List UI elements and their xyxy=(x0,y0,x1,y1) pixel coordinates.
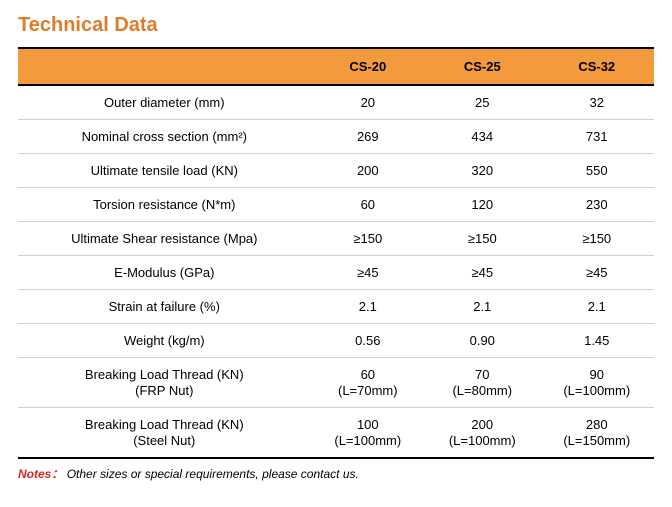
row-value: 0.56 xyxy=(311,324,425,358)
notes-label: Notes： xyxy=(18,467,63,481)
row-value: 2.1 xyxy=(311,290,425,324)
row-value: ≥45 xyxy=(311,256,425,290)
row-value: 320 xyxy=(425,154,539,188)
table-row: E-Modulus (GPa)≥45≥45≥45 xyxy=(18,256,654,290)
row-value: 550 xyxy=(540,154,655,188)
row-value: 434 xyxy=(425,120,539,154)
row-label: Breaking Load Thread (KN)(Steel Nut) xyxy=(18,408,311,459)
row-value: 1.45 xyxy=(540,324,655,358)
row-value: 0.90 xyxy=(425,324,539,358)
row-label: Breaking Load Thread (KN)(FRP Nut) xyxy=(18,358,311,408)
row-value: 70(L=80mm) xyxy=(425,358,539,408)
col-header-blank xyxy=(18,48,311,85)
table-row: Ultimate Shear resistance (Mpa)≥150≥150≥… xyxy=(18,222,654,256)
row-value: 60 xyxy=(311,188,425,222)
row-value: 100(L=100mm) xyxy=(311,408,425,459)
page-title: Technical Data xyxy=(18,14,654,37)
row-value: ≥45 xyxy=(425,256,539,290)
row-value: ≥45 xyxy=(540,256,655,290)
row-label: Weight (kg/m) xyxy=(18,324,311,358)
row-value: ≥150 xyxy=(540,222,655,256)
row-value: 90(L=100mm) xyxy=(540,358,655,408)
table-row: Ultimate tensile load (KN)200320550 xyxy=(18,154,654,188)
notes-line: Notes： Other sizes or special requiremen… xyxy=(18,465,654,482)
row-value: 230 xyxy=(540,188,655,222)
col-header-2: CS-25 xyxy=(425,48,539,85)
col-header-3: CS-32 xyxy=(540,48,655,85)
table-row: Breaking Load Thread (KN)(Steel Nut)100(… xyxy=(18,408,654,459)
row-label: Strain at failure (%) xyxy=(18,290,311,324)
row-value: 25 xyxy=(425,85,539,120)
notes-text: Other sizes or special requirements, ple… xyxy=(67,467,359,481)
row-value: 20 xyxy=(311,85,425,120)
row-value: 200 xyxy=(311,154,425,188)
technical-data-table: CS-20 CS-25 CS-32 Outer diameter (mm)202… xyxy=(18,47,654,459)
row-value: 269 xyxy=(311,120,425,154)
table-row: Nominal cross section (mm²)269434731 xyxy=(18,120,654,154)
table-row: Breaking Load Thread (KN)(FRP Nut)60(L=7… xyxy=(18,358,654,408)
row-label: E-Modulus (GPa) xyxy=(18,256,311,290)
row-label: Outer diameter (mm) xyxy=(18,85,311,120)
row-value: ≥150 xyxy=(311,222,425,256)
row-value: 2.1 xyxy=(425,290,539,324)
table-row: Strain at failure (%)2.12.12.1 xyxy=(18,290,654,324)
row-value: 32 xyxy=(540,85,655,120)
row-value: 200(L=100mm) xyxy=(425,408,539,459)
row-value: 731 xyxy=(540,120,655,154)
row-value: 60(L=70mm) xyxy=(311,358,425,408)
table-row: Outer diameter (mm)202532 xyxy=(18,85,654,120)
row-label: Torsion resistance (N*m) xyxy=(18,188,311,222)
row-label: Ultimate tensile load (KN) xyxy=(18,154,311,188)
row-value: 280(L=150mm) xyxy=(540,408,655,459)
row-value: ≥150 xyxy=(425,222,539,256)
table-row: Weight (kg/m)0.560.901.45 xyxy=(18,324,654,358)
col-header-1: CS-20 xyxy=(311,48,425,85)
row-value: 120 xyxy=(425,188,539,222)
row-value: 2.1 xyxy=(540,290,655,324)
table-header-row: CS-20 CS-25 CS-32 xyxy=(18,48,654,85)
table-body: Outer diameter (mm)202532Nominal cross s… xyxy=(18,85,654,458)
row-label: Ultimate Shear resistance (Mpa) xyxy=(18,222,311,256)
table-row: Torsion resistance (N*m)60120230 xyxy=(18,188,654,222)
row-label: Nominal cross section (mm²) xyxy=(18,120,311,154)
